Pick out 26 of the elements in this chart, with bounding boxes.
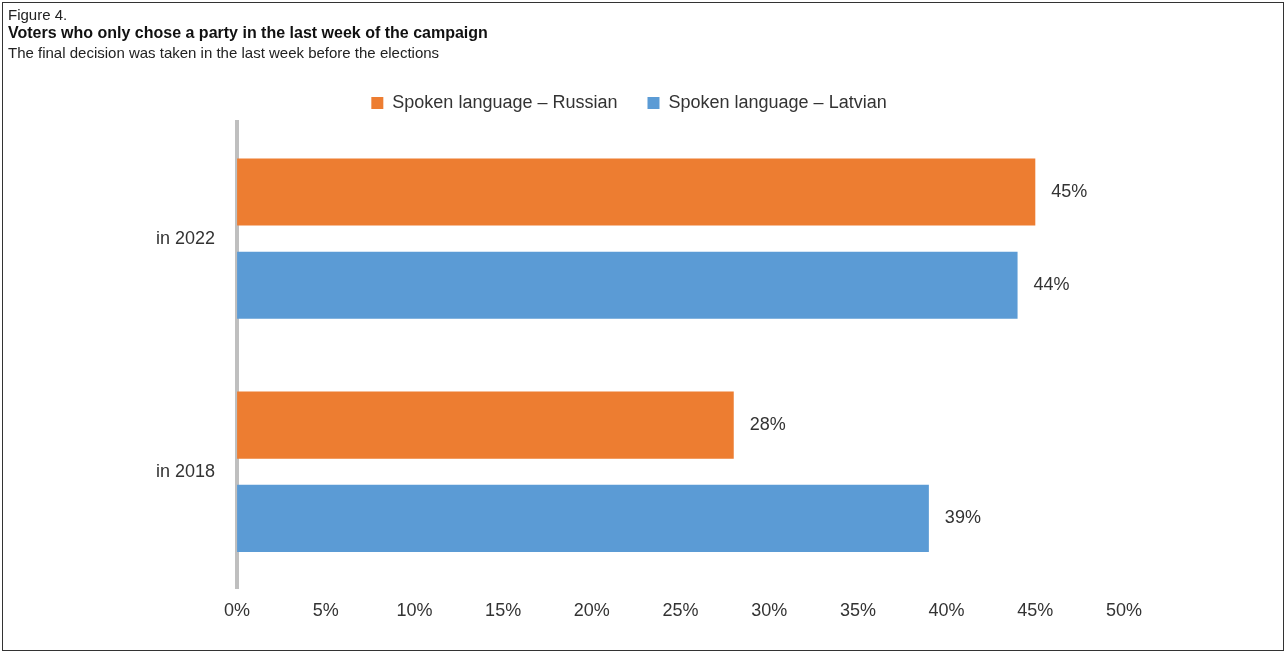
- data-label: 45%: [1051, 180, 1088, 201]
- bar: [237, 484, 929, 553]
- bar: [237, 391, 734, 459]
- x-tick-label: 25%: [662, 600, 699, 621]
- data-label: 28%: [749, 414, 786, 435]
- bar: [237, 158, 1036, 226]
- x-tick-label: 30%: [751, 600, 788, 621]
- x-tick-label: 10%: [396, 600, 433, 621]
- data-label: 44%: [1033, 274, 1070, 295]
- caption: Figure 4.: [8, 6, 68, 23]
- legend-label: Spoken language – Latvian: [668, 91, 887, 112]
- chart-subtitle: The final decision was taken in the last week before the elections: [8, 44, 440, 61]
- bar: [237, 251, 1018, 319]
- x-tick-label: 15%: [485, 600, 522, 621]
- legend-label: Spoken language – Russian: [392, 91, 618, 112]
- x-tick-label: 40%: [928, 600, 965, 621]
- x-tick-label: 0%: [224, 600, 251, 621]
- x-tick-label: 50%: [1105, 600, 1143, 621]
- chart-title: Voters who only chose a party in the last week of the campaign: [8, 24, 488, 42]
- x-tick-label: 35%: [839, 600, 876, 621]
- x-tick-label: 5%: [312, 600, 339, 621]
- data-label: 39%: [944, 507, 981, 528]
- x-tick-label: 20%: [573, 600, 610, 621]
- y-tick-label: in 2022: [155, 227, 216, 248]
- y-tick-label: in 2018: [155, 460, 216, 481]
- x-tick-label: 45%: [1017, 600, 1054, 621]
